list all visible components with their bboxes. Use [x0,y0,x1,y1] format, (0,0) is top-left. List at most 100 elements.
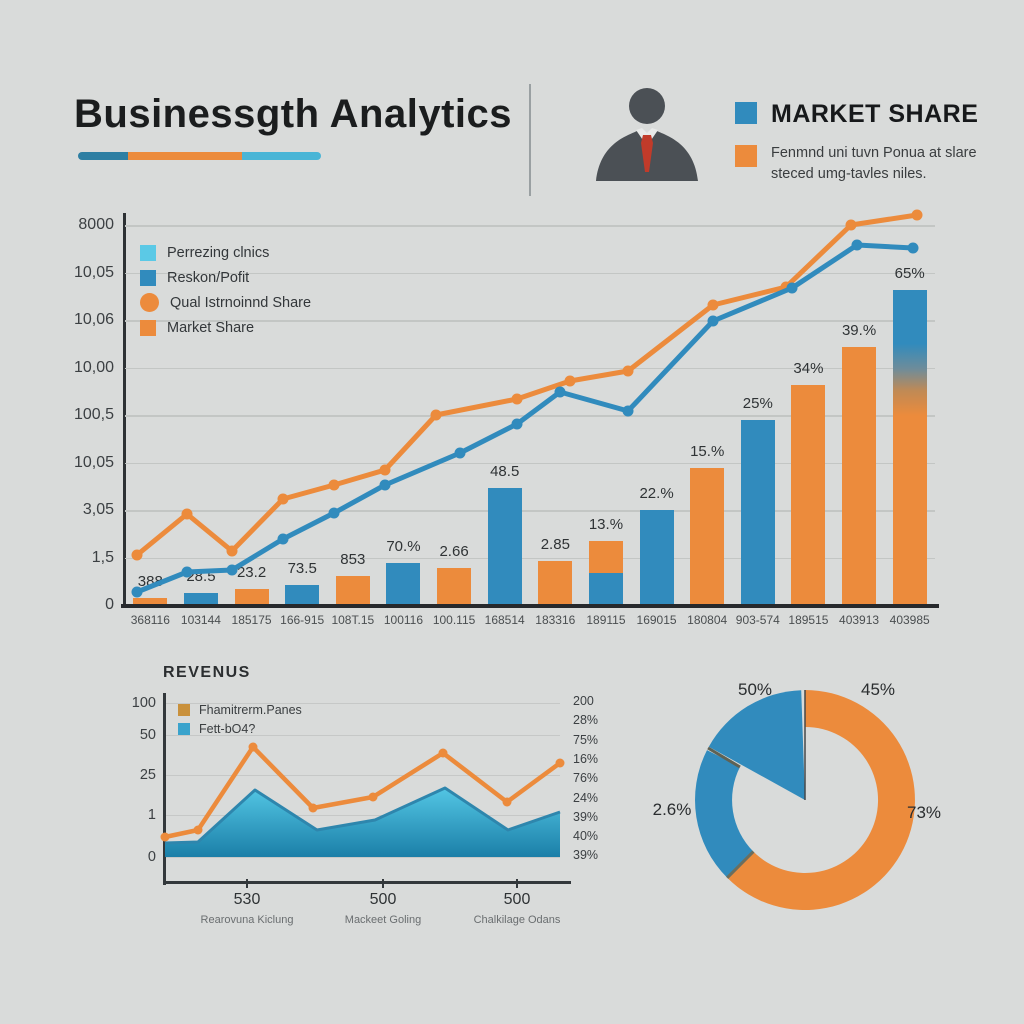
orange-line-marker [622,365,634,377]
orange-line-marker [379,464,391,476]
gridline [125,462,935,464]
main-x-tick: 180804 [687,613,728,627]
revenue-x-tick-label: Rearovuna Kiclung [200,914,294,926]
donut-slice-blue-ring [695,750,754,878]
underline-segment-light-blue [242,152,321,160]
legend-item: Perrezing clnics [140,240,311,265]
main-x-tick: 100.115 [432,613,476,627]
market-share-desc-line2: steced umg-tavles niles. [771,166,927,182]
revenue-x-tickmark [382,879,384,888]
main-chart-y-axis-line [123,213,126,607]
legend-item: Fett-bO4? [178,719,302,738]
revenue-x-axis-labels: 530 Rearovuna Kiclung 500 Mackeet Goling 500… [165,876,573,936]
blue-line-marker [379,479,391,491]
person-tie [641,135,653,172]
legend-swatch-blue [140,269,156,286]
revenue-orange-marker [555,758,565,768]
main-x-tick: 100116 [383,613,424,627]
revenue-y-tick: 50 [139,727,156,743]
bar-11 [639,510,674,605]
main-x-tick: 903-574 [735,613,780,627]
revenue-right-tick: 76% [573,771,599,786]
main-x-tick: 403985 [889,613,930,627]
bar-5 [335,576,370,605]
legend-label: Fhamitrerm.Panes [199,702,302,717]
main-y-tick: 100,5 [73,406,114,423]
legend-label: Reskon/Pofit [167,269,250,286]
bar-6 [386,563,421,605]
donut-separator [707,746,741,769]
donut-label-left: 2.6% [653,800,692,819]
main-x-tick: 189515 [788,613,829,627]
revenue-legend: Fhamitrerm.Panes Fett-bO4? [178,700,302,738]
bar-value-label: 2.85 [540,536,570,553]
market-share-swatch-orange [735,145,757,167]
main-chart-x-axis-line [121,604,939,608]
blue-line-marker [277,533,289,545]
header-divider [529,84,531,196]
blue-line-marker [786,282,798,294]
revenue-plot-area [165,695,560,883]
legend-item: Fhamitrerm.Panes [178,700,302,719]
gridline [125,510,935,512]
legend-item: Qual Istrnoinnd Share [140,290,311,315]
donut-slice-orange [727,690,915,910]
main-x-tick: 169015 [636,613,677,627]
legend-item: Reskon/Pofit [140,265,311,290]
revenue-right-axis-labels: 200 28% 75% 16% 76% 24% 39% 40% 39% [573,694,623,883]
orange-line-marker [564,375,576,387]
orange-line-marker [911,209,923,221]
revenue-orange-marker [308,803,318,813]
main-x-tick: 168514 [484,613,525,627]
blue-line-marker [328,507,340,519]
donut-label-top-right: 45% [861,680,895,699]
orange-line-marker [511,393,523,405]
bar-10 [588,541,623,605]
legend-swatch-orange-circle [140,293,159,312]
revenue-x-tick-value: 500 [369,891,397,908]
legend-label: Qual Istrnoinnd Share [170,294,312,311]
revenue-right-tick: 16% [573,751,599,766]
gridline [125,367,935,369]
main-x-tick: 185175 [231,613,272,627]
underline-segment-dark-blue [78,152,128,160]
orange-line-marker [226,545,238,557]
revenue-y-axis-line [163,693,166,885]
orange-line-marker [328,479,340,491]
blue-line-marker [707,315,719,327]
bar-13 [740,420,775,605]
gridline [125,272,935,274]
revenue-orange-marker [438,748,448,758]
blue-line [134,242,916,595]
orange-line-marker [707,299,719,311]
main-chart-x-axis-labels: 368116 103144 185175 166-915 108T.15 100116 10… [125,613,935,635]
market-share-swatch-blue [735,102,757,124]
bar-value-label: 13.% [588,516,624,533]
gridline [165,857,560,858]
bar-9 [538,561,573,605]
bar-2 [183,593,218,605]
gridline [165,735,560,736]
blue-line-marker [454,447,466,459]
blue-line-marker [907,242,919,254]
main-x-tick: 368116 [130,613,170,627]
revenue-orange-marker [160,832,170,842]
revenue-y-tick: 25 [139,767,156,783]
bar-segment-blue [588,573,623,605]
bar-value-label: 70.% [386,538,421,555]
revenue-x-tickmark [246,879,248,888]
bar-value-label: 65% [894,265,925,282]
blue-line-marker [181,566,193,578]
donut-separator [726,850,755,879]
main-x-tick: 166-915 [280,613,325,627]
main-y-tick: 3,05 [82,501,114,518]
main-y-tick: 1,5 [91,548,114,566]
revenue-y-tick: 1 [147,807,156,823]
market-share-title: MARKET SHARE [771,100,979,128]
main-x-tick: 103144 [180,613,221,627]
bar-3 [234,589,269,605]
revenue-x-tick-value: 500 [503,891,531,908]
revenue-right-tick: 39% [573,809,599,824]
main-y-tick: 8000 [78,216,114,233]
blue-line-marker [511,418,523,430]
